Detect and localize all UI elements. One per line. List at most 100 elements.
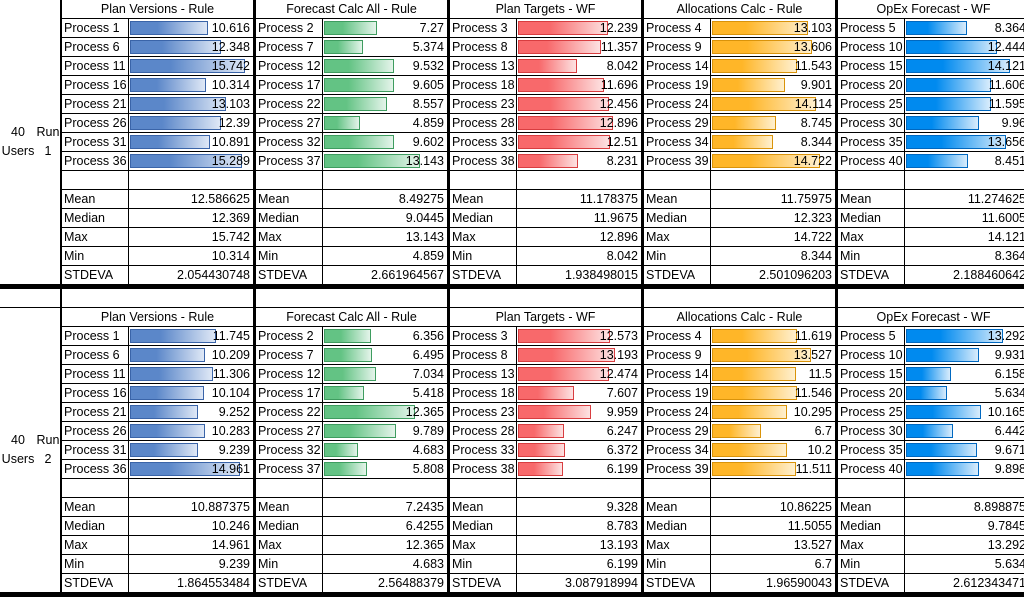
data-bar: [518, 367, 610, 381]
data-bar: [324, 40, 364, 54]
separator-cell: [62, 289, 253, 307]
separator-cell: [256, 289, 447, 307]
run-label-run: Run 1: [36, 125, 60, 158]
stat-value: 6.199: [517, 555, 641, 573]
process-value-cell: 5.634: [905, 384, 1024, 402]
process-value-cell: 5.418: [323, 384, 447, 402]
stat-value: 11.178375: [517, 190, 641, 208]
process-value-cell: 11.357: [517, 38, 641, 56]
process-label: Process 10: [838, 346, 904, 364]
stat-label: Min: [450, 555, 516, 573]
process-value: 14.961: [211, 462, 250, 476]
process-value: 8.231: [606, 154, 638, 168]
process-value-cell: 12.444: [905, 38, 1024, 56]
blank-cell: [450, 171, 516, 189]
process-value-cell: 13.103: [711, 19, 835, 37]
process-value-cell: 8.231: [517, 152, 641, 170]
process-label: Process 27: [256, 114, 322, 132]
stat-label: Min: [256, 555, 322, 573]
stat-value: 1.96590043: [711, 574, 835, 592]
stat-value: 2.661964567: [323, 266, 447, 284]
stat-label: Median: [256, 517, 322, 535]
blank-cell: [517, 171, 641, 189]
process-value-cell: 12.456: [517, 95, 641, 113]
stat-value: 9.328: [517, 498, 641, 516]
process-value: 8.557: [412, 97, 444, 111]
process-value-cell: 13.143: [323, 152, 447, 170]
process-label: Process 28: [450, 114, 516, 132]
stat-value: 2.054430748: [129, 266, 253, 284]
stat-value: 15.742: [129, 228, 253, 246]
process-value: 7.034: [412, 367, 444, 381]
data-bar: [906, 367, 952, 381]
process-value-cell: 11.511: [711, 460, 835, 478]
process-value: 13.193: [599, 348, 638, 362]
blank-cell: [838, 171, 904, 189]
stat-label: Mean: [62, 190, 128, 208]
process-value: 4.859: [412, 116, 444, 130]
panel-title: OpEx Forecast - WF: [838, 0, 1024, 18]
process-value-cell: 11.543: [711, 57, 835, 75]
process-label: Process 29: [644, 422, 710, 440]
process-value-cell: 9.789: [323, 422, 447, 440]
data-bar: [324, 462, 367, 476]
blank-cell: [129, 479, 253, 497]
process-label: Process 30: [838, 422, 904, 440]
data-bar: [518, 348, 615, 362]
data-bar: [712, 40, 812, 54]
process-value-cell: 11.595: [905, 95, 1024, 113]
data-bar: [712, 443, 787, 457]
process-value: 9.252: [218, 405, 250, 419]
process-value-cell: 13.606: [711, 38, 835, 56]
panel-title: Plan Versions - Rule: [62, 308, 253, 326]
process-value-cell: 12.573: [517, 327, 641, 345]
stat-label: STDEVA: [256, 574, 322, 592]
process-value-cell: 12.474: [517, 365, 641, 383]
stat-value: 2.188460642: [905, 266, 1024, 284]
process-value: 11.595: [988, 97, 1024, 111]
run-label: 40 Users Run 1: [0, 0, 60, 284]
process-value: 11.5: [808, 367, 832, 381]
stat-value: 11.5055: [711, 517, 835, 535]
process-value-cell: 12.896: [517, 114, 641, 132]
stat-label: Mean: [62, 498, 128, 516]
data-bar: [130, 59, 246, 73]
process-value: 10.314: [211, 78, 250, 92]
process-value: 12.239: [599, 21, 638, 35]
stat-value: 7.2435: [323, 498, 447, 516]
data-bar: [518, 154, 579, 168]
stat-label: Mean: [256, 190, 322, 208]
data-bar: [518, 135, 610, 149]
stat-label: Min: [838, 247, 904, 265]
stat-value: 4.859: [323, 247, 447, 265]
process-label: Process 40: [838, 460, 904, 478]
data-bar: [712, 405, 788, 419]
stat-value: 11.6005: [905, 209, 1024, 227]
panel-title: Plan Targets - WF: [450, 308, 641, 326]
stat-label: Median: [450, 517, 516, 535]
process-value-cell: 8.745: [711, 114, 835, 132]
process-value-cell: 6.199: [517, 460, 641, 478]
process-value: 12.348: [211, 40, 250, 54]
data-bar: [130, 424, 206, 438]
stat-label: Max: [256, 536, 322, 554]
process-label: Process 12: [256, 57, 322, 75]
process-label: Process 38: [450, 460, 516, 478]
process-value: 13.527: [793, 348, 832, 362]
stat-value: 11.75975: [711, 190, 835, 208]
process-value: 12.444: [987, 40, 1024, 54]
process-value-cell: 13.193: [517, 346, 641, 364]
process-label: Process 20: [838, 76, 904, 94]
stat-value: 8.783: [517, 517, 641, 535]
process-label: Process 32: [256, 441, 322, 459]
process-value-cell: 6.372: [517, 441, 641, 459]
panel-title: Forecast Calc All - Rule: [256, 0, 447, 18]
process-value-cell: 15.742: [129, 57, 253, 75]
process-label: Process 29: [644, 114, 710, 132]
stat-label: Max: [838, 536, 904, 554]
stat-label: Max: [62, 228, 128, 246]
process-value: 10.104: [211, 386, 250, 400]
stat-label: Max: [450, 228, 516, 246]
process-label: Process 27: [256, 422, 322, 440]
stat-label: STDEVA: [450, 574, 516, 592]
